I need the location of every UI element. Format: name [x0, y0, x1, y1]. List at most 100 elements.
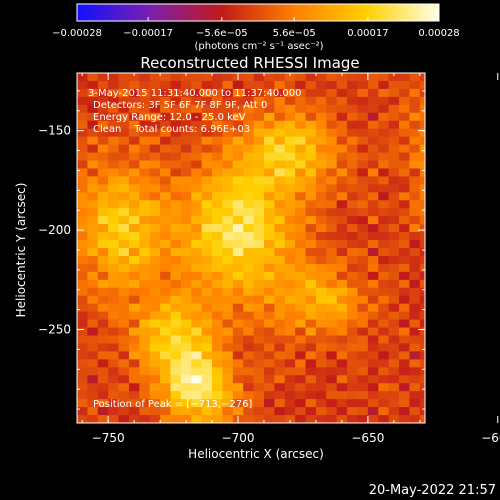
heatmap-cell	[263, 73, 275, 82]
heatmap-cell	[399, 136, 411, 146]
heatmap-cell	[315, 208, 327, 217]
heatmap-cell	[149, 80, 161, 90]
heatmap-cell	[160, 136, 172, 146]
heatmap-cell	[419, 383, 425, 392]
heatmap-cell	[87, 73, 99, 82]
heatmap-cell	[326, 263, 338, 273]
heatmap-cell	[128, 96, 140, 106]
heatmap-cell	[315, 255, 327, 265]
heatmap-cell	[274, 240, 286, 249]
heatmap-cell	[232, 375, 244, 384]
heatmap-cell	[201, 184, 213, 193]
heatmap-cell	[201, 136, 213, 146]
heatmap-cell	[357, 351, 369, 360]
heatmap-cell	[326, 383, 338, 392]
heatmap-cell	[118, 73, 130, 82]
heatmap-cell	[253, 279, 265, 289]
heatmap-cell	[87, 208, 99, 217]
heatmap-cell	[191, 248, 203, 257]
heatmap-cell	[315, 216, 327, 225]
heatmap-cell	[388, 232, 400, 241]
heatmap-cell	[180, 160, 192, 170]
heatmap-cell	[77, 176, 88, 185]
heatmap-cell	[284, 152, 296, 162]
heatmap-cell	[170, 88, 182, 98]
heatmap-cell	[326, 128, 338, 138]
heatmap-cell	[263, 263, 275, 273]
heatmap-cell	[347, 271, 359, 281]
heatmap-cell	[97, 208, 109, 217]
heatmap-cell	[419, 415, 425, 423]
heatmap-cell	[191, 184, 203, 193]
heatmap-cell	[222, 216, 234, 225]
heatmap-cell	[315, 263, 327, 273]
heatmap-cell	[409, 287, 421, 297]
heatmap-cell	[419, 88, 425, 98]
heatmap-cell	[284, 192, 296, 201]
heatmap-cell	[222, 303, 234, 313]
heatmap-cell	[191, 351, 203, 360]
heatmap-cell	[128, 232, 140, 241]
heatmap-cell	[97, 287, 109, 297]
heatmap-cell	[222, 176, 234, 185]
heatmap-cell	[263, 295, 275, 305]
heatmap-cell	[180, 224, 192, 233]
heatmap-cell	[77, 208, 88, 217]
heatmap-cell	[149, 184, 161, 193]
heatmap-cell	[160, 128, 172, 138]
heatmap-cell	[87, 295, 99, 305]
heatmap-cell	[399, 168, 411, 178]
heatmap-cell	[378, 184, 390, 193]
heatmap-cell	[347, 208, 359, 217]
heatmap-cell	[77, 319, 88, 329]
heatmap-cell	[97, 415, 109, 423]
heatmap-cell	[108, 383, 120, 392]
heatmap-cell	[315, 359, 327, 368]
heatmap-cell	[212, 319, 224, 329]
heatmap-cell	[388, 112, 400, 122]
heatmap-cell	[243, 391, 255, 400]
heatmap-cell	[77, 263, 88, 273]
heatmap-cell	[149, 152, 161, 162]
heatmap-cell	[191, 407, 203, 416]
heatmap-cell	[77, 216, 88, 225]
heatmap-cell	[108, 375, 120, 384]
heatmap-cell	[170, 208, 182, 217]
heatmap-cell	[139, 152, 151, 162]
generated-timestamp: 20-May-2022 21:57	[369, 483, 496, 498]
heatmap-cell	[388, 224, 400, 233]
heatmap-cell	[118, 263, 130, 273]
heatmap-cell	[326, 367, 338, 376]
heatmap-cell	[139, 383, 151, 392]
heatmap-cell	[409, 73, 421, 82]
heatmap-cell	[128, 407, 140, 416]
heatmap-cell	[243, 279, 255, 289]
heatmap-cell	[128, 399, 140, 408]
heatmap-cell	[201, 279, 213, 289]
heatmap-cell	[180, 263, 192, 273]
heatmap-cell	[191, 200, 203, 209]
heatmap-cell	[87, 375, 99, 384]
heatmap-cell	[128, 255, 140, 265]
heatmap-cell	[326, 184, 338, 193]
heatmap-cell	[357, 80, 369, 90]
heatmap-cell	[160, 303, 172, 313]
heatmap-cell	[378, 208, 390, 217]
heatmap-cell	[274, 152, 286, 162]
heatmap-cell	[108, 391, 120, 400]
heatmap-cell	[336, 208, 348, 217]
heatmap-cell	[336, 343, 348, 353]
heatmap-cell	[357, 208, 369, 217]
heatmap-cell	[191, 152, 203, 162]
heatmap-cell	[347, 96, 359, 106]
heatmap-cell	[295, 240, 307, 249]
heatmap-cell	[149, 311, 161, 321]
heatmap-cell	[388, 391, 400, 400]
heatmap-cell	[87, 327, 99, 337]
heatmap-cell	[253, 152, 265, 162]
heatmap-cell	[274, 287, 286, 297]
heatmap-cell	[419, 216, 425, 225]
heatmap-cell	[336, 73, 348, 82]
heatmap-cell	[347, 287, 359, 297]
heatmap-cell	[170, 224, 182, 233]
